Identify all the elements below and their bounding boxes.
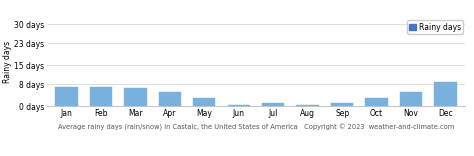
Bar [124,88,146,106]
Bar [90,87,112,106]
Bar [193,98,216,106]
Bar [262,103,284,106]
Bar [365,98,388,106]
Bar [434,82,457,106]
Y-axis label: Rainy days: Rainy days [2,41,11,83]
Bar [228,105,250,106]
X-axis label: Average rainy days (rain/snow) in Castaic, the United States of America   Copyri: Average rainy days (rain/snow) in Castai… [58,123,454,131]
Bar [159,92,181,106]
Bar [400,92,422,106]
Bar [55,87,78,106]
Bar [331,103,353,106]
Legend: Rainy days: Rainy days [407,20,463,34]
Bar [296,105,319,106]
